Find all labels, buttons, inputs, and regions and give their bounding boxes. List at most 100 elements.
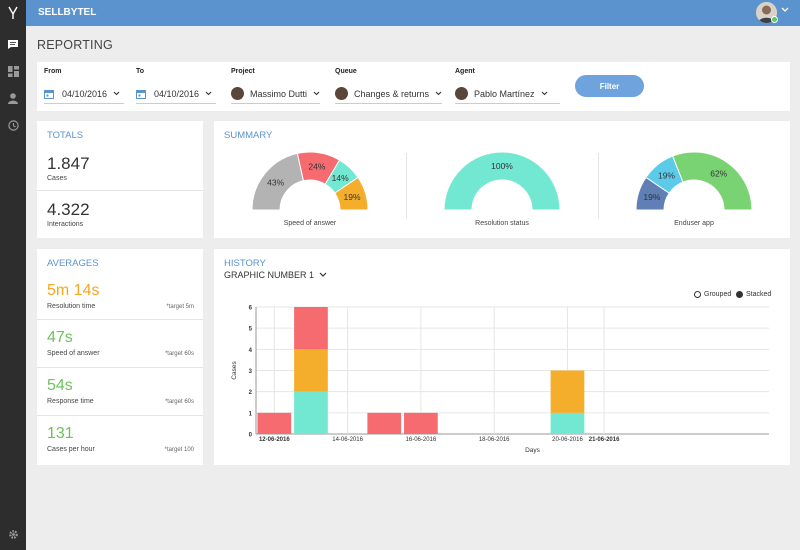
bar-segment xyxy=(550,370,585,413)
top-bar: SELLBYTEL xyxy=(26,0,800,26)
x-tick-label: 16-06-2016 xyxy=(406,437,437,443)
chevron-down-icon xyxy=(313,91,320,96)
page-title: REPORTING xyxy=(37,38,113,52)
from-filter: From 04/10/2016 xyxy=(44,68,124,104)
to-date-input[interactable]: 04/10/2016 xyxy=(136,84,216,104)
user-icon[interactable] xyxy=(0,87,26,109)
queue-label: Queue xyxy=(335,68,357,75)
y-tick-label: 5 xyxy=(249,327,253,333)
chevron-down-icon xyxy=(541,91,547,96)
chevron-down-icon[interactable] xyxy=(781,7,789,13)
divider xyxy=(37,190,203,191)
graph-select[interactable]: GRAPHIC NUMBER 1 xyxy=(224,270,327,280)
project-value: Massimo Dutti xyxy=(249,88,307,99)
bar-segment xyxy=(550,412,585,434)
avg-cases-per-hour-label: Cases per hour xyxy=(47,446,95,453)
gauge-segment xyxy=(443,151,561,211)
grouped-option[interactable]: Grouped xyxy=(694,291,731,298)
gauge-segment-label: 19% xyxy=(344,192,361,202)
chat-icon[interactable] xyxy=(0,33,26,55)
y-tick-label: 0 xyxy=(249,433,253,439)
averages-panel: AVERAGES 5m 14s Resolution time *target … xyxy=(37,249,203,465)
divider xyxy=(37,319,203,320)
y-axis-title: Cases xyxy=(231,361,238,380)
stacked-label: Stacked xyxy=(746,291,772,298)
gauge-caption-resolution: Resolution status xyxy=(475,220,529,227)
queue-select[interactable]: Changes & returns xyxy=(335,84,442,104)
dashboard-icon[interactable] xyxy=(0,60,26,82)
gauge-segment xyxy=(671,151,753,211)
calendar-icon xyxy=(44,89,54,99)
avg-response-time-target: *target 60s xyxy=(164,399,194,405)
y-tick-label: 1 xyxy=(249,411,253,417)
avg-resolution-time-value: 5m 14s xyxy=(47,282,100,299)
chevron-down-icon xyxy=(435,91,442,96)
bar-segment xyxy=(404,412,438,434)
avg-speed-of-answer-value: 47s xyxy=(47,329,73,346)
avg-speed-of-answer-target: *target 60s xyxy=(164,351,194,357)
radio-selected-icon xyxy=(736,291,743,298)
stacked-option[interactable]: Stacked xyxy=(736,291,771,298)
divider xyxy=(37,367,203,368)
history-panel: HISTORY GRAPHIC NUMBER 1 Grouped Stacked… xyxy=(214,249,790,465)
avg-response-time-value: 54s xyxy=(47,377,73,394)
to-filter: To 04/10/2016 xyxy=(136,68,216,104)
y-tick-label: 6 xyxy=(249,306,253,312)
filter-button[interactable]: Filter xyxy=(575,75,644,97)
gauge-segment-label: 19% xyxy=(658,171,675,181)
total-cases-value: 1.847 xyxy=(47,154,90,173)
agent-value: Pablo Martínez xyxy=(474,88,535,99)
avg-resolution-time-target: *target 5m xyxy=(166,304,194,310)
x-tick-label: 18-06-2016 xyxy=(479,437,510,443)
avg-response-time-label: Response time xyxy=(47,398,94,405)
avg-speed-of-answer-label: Speed of answer xyxy=(47,350,100,357)
calendar-icon xyxy=(136,89,146,99)
chevron-down-icon xyxy=(319,272,327,277)
x-tick-label: 21-06-2016 xyxy=(589,437,620,443)
history-title: HISTORY xyxy=(224,258,266,269)
agent-label: Agent xyxy=(455,68,475,75)
logo-icon[interactable] xyxy=(0,0,26,26)
project-select[interactable]: Massimo Dutti xyxy=(231,84,320,104)
summary-panel: SUMMARY 43% 24% 14% 19% Speed of answer 100… xyxy=(214,121,790,238)
gear-icon[interactable] xyxy=(0,523,26,545)
x-tick-label: 14-06-2016 xyxy=(332,437,363,443)
queue-avatar xyxy=(335,87,348,100)
avg-cases-per-hour-value: 131 xyxy=(47,425,74,442)
gauge-segment-label: 14% xyxy=(332,173,349,183)
divider xyxy=(37,415,203,416)
radio-unselected-icon xyxy=(694,291,701,298)
y-tick-label: 4 xyxy=(249,348,253,354)
summary-title: SUMMARY xyxy=(224,130,273,141)
totals-title: TOTALS xyxy=(47,130,84,141)
gauge-segment-label: 62% xyxy=(710,169,727,179)
brand-name: SELLBYTEL xyxy=(38,7,97,18)
gauge-segment-label: 43% xyxy=(267,177,284,187)
gauge-segment-label: 24% xyxy=(308,162,325,172)
agent-filter: Agent Pablo Martínez xyxy=(455,68,560,104)
divider xyxy=(406,153,407,219)
total-interactions-value: 4.322 xyxy=(47,200,90,219)
from-date-value: 04/10/2016 xyxy=(62,88,108,99)
graph-select-value: GRAPHIC NUMBER 1 xyxy=(224,270,315,280)
x-tick-label: 20-06-2016 xyxy=(552,437,583,443)
gauge-segment xyxy=(334,176,369,211)
history-chart: 0 1 2 3 4 5 6 12-06-2016 14-06-2016 16-06-2016 18-… xyxy=(231,306,769,454)
gauge-segment-label: 100% xyxy=(491,161,513,171)
divider xyxy=(598,153,599,219)
total-interactions-label: Interactions xyxy=(47,221,84,228)
bar-segment xyxy=(294,307,328,350)
queue-filter: Queue Changes & returns xyxy=(335,68,442,104)
speed-of-answer-gauge: 43% 24% 14% 19% xyxy=(251,151,369,211)
y-tick-label: 2 xyxy=(249,390,253,396)
grouped-label: Grouped xyxy=(704,291,732,298)
bar-segment xyxy=(367,412,402,434)
from-date-input[interactable]: 04/10/2016 xyxy=(44,84,124,104)
project-filter: Project Massimo Dutti xyxy=(231,68,320,104)
gauge-segment-label: 19% xyxy=(643,192,660,202)
to-date-value: 04/10/2016 xyxy=(154,88,200,99)
y-tick-label: 3 xyxy=(249,369,253,375)
user-menu[interactable] xyxy=(756,2,790,24)
agent-select[interactable]: Pablo Martínez xyxy=(455,84,560,104)
history-icon[interactable] xyxy=(0,114,26,136)
